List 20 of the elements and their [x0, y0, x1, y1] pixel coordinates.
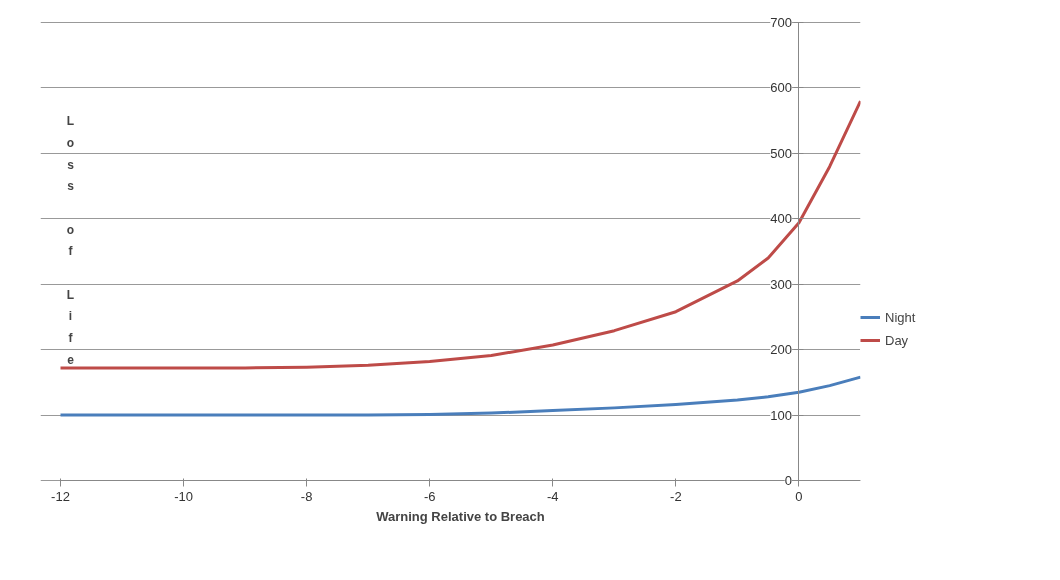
y-tick-label: 400: [770, 211, 792, 227]
legend-label: Day: [885, 332, 909, 348]
y-tick-label: 500: [770, 145, 792, 161]
legend-label: Night: [885, 309, 916, 325]
y-tick-label: 700: [770, 15, 792, 30]
x-tick-label: -2: [670, 488, 682, 504]
y-tick-label: 0: [784, 473, 792, 488]
line-series: [59, 99, 861, 370]
text: Loss of Life: [66, 114, 75, 367]
x-tick-label: -4: [547, 488, 559, 504]
x-tick-label: -8: [300, 488, 313, 504]
x-tick-label: 0: [795, 488, 803, 504]
x-axis-title: Warning Relative to Breach: [376, 508, 545, 524]
x-tick-label: -12: [51, 488, 70, 504]
x-tick-label: -6: [423, 488, 436, 504]
y-tick-label: 200: [770, 342, 792, 358]
y-tick-label: 100: [770, 407, 792, 423]
y-tick-label: 600: [770, 80, 792, 96]
y-tick-label: 300: [770, 276, 792, 292]
x-tick-label: -10: [174, 488, 193, 504]
